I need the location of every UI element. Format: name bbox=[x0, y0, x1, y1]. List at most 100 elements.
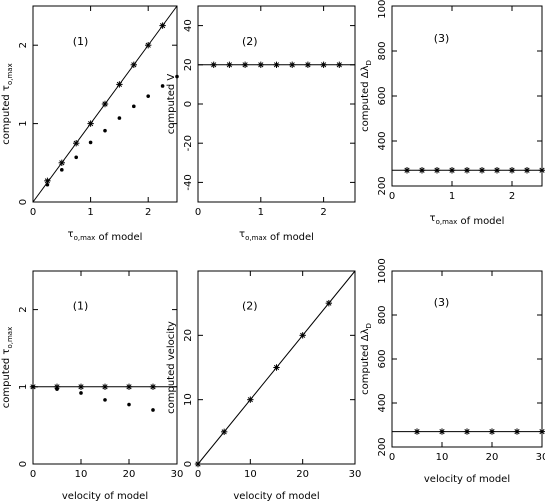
y-tick-label: 2 bbox=[18, 42, 29, 48]
y-tick-label: 20 bbox=[183, 58, 194, 71]
x-tick-label: 0 bbox=[389, 452, 395, 463]
x-tick-label: 30 bbox=[536, 452, 545, 463]
data-point-star bbox=[194, 460, 202, 468]
x-tick-label: 10 bbox=[244, 469, 257, 480]
chart-panel-5: 0 10 20 30 0 10 20 (2) velocity of model computed… bbox=[166, 270, 362, 502]
data-point-star bbox=[257, 61, 264, 68]
y-tick-label: 200 bbox=[377, 176, 388, 195]
x-tick-label: 20 bbox=[296, 469, 309, 480]
data-point-dot bbox=[45, 182, 50, 187]
data-point-star bbox=[336, 61, 343, 68]
y-tick-label: 20 bbox=[183, 329, 194, 342]
x-tick-label: 20 bbox=[123, 469, 136, 480]
data-point-star bbox=[101, 100, 109, 108]
x-tick-label: 20 bbox=[486, 452, 499, 463]
panel-label: (1) bbox=[73, 300, 89, 313]
data-point-star bbox=[220, 428, 228, 436]
x-tick-label: 2 bbox=[145, 207, 151, 218]
data-point-dot bbox=[151, 408, 155, 412]
y-axis-label: computed V bbox=[166, 74, 177, 135]
data-point-star bbox=[130, 61, 137, 68]
y-tick-label: 400 bbox=[377, 393, 388, 412]
y-axis-label: computed τo,max bbox=[1, 63, 14, 144]
data-point-dot bbox=[55, 387, 59, 391]
chart-panel-1: 0 1 2 0 1 2 (1) τo,max of model computed τo,max bbox=[1, 5, 179, 243]
x-axis-label: τo,max of model bbox=[239, 229, 314, 243]
x-tick-label: 30 bbox=[171, 469, 184, 480]
data-point-star bbox=[538, 428, 545, 435]
data-point-star bbox=[101, 383, 109, 390]
data-point-star bbox=[299, 332, 306, 339]
x-axis-label: velocity of model bbox=[424, 474, 510, 485]
plot-frame bbox=[32, 5, 178, 203]
data-point-star bbox=[210, 61, 217, 68]
data-point-star bbox=[523, 167, 531, 174]
data-point-star bbox=[538, 167, 545, 174]
data-point-star bbox=[273, 364, 280, 371]
data-point-dot bbox=[146, 94, 150, 98]
y-tick-label: 1000 bbox=[377, 0, 388, 19]
y-axis-label: computed ΔλD bbox=[360, 60, 373, 132]
y-axis-label: computed τo,max bbox=[1, 327, 14, 408]
data-point-star bbox=[478, 167, 486, 174]
data-point-star bbox=[241, 61, 249, 68]
data-point-star bbox=[149, 383, 157, 390]
panel-label: (3) bbox=[434, 296, 450, 309]
data-point-star bbox=[463, 167, 471, 174]
x-axis-label: τo,max of model bbox=[430, 213, 505, 227]
y-tick-label: 800 bbox=[377, 41, 388, 60]
data-point-star bbox=[289, 61, 296, 68]
x-tick-label: 10 bbox=[75, 469, 88, 480]
x-tick-label: 30 bbox=[349, 469, 362, 480]
y-tick-label: 1 bbox=[18, 120, 29, 126]
x-tick-label: 1 bbox=[449, 191, 455, 202]
data-point-star bbox=[116, 81, 123, 88]
x-tick-label: 10 bbox=[436, 452, 449, 463]
y-tick-label: 10 bbox=[183, 393, 194, 406]
data-point-dot bbox=[79, 391, 83, 395]
y-tick-label: 600 bbox=[377, 349, 388, 368]
y-tick-label: 0 bbox=[18, 461, 29, 467]
x-tick-label: 1 bbox=[87, 207, 93, 218]
panel-label: (2) bbox=[242, 300, 258, 313]
data-point-star bbox=[304, 61, 312, 68]
chart-panel-6: 0 10 20 30 200 400 600 800 1000 (3) velocity of mo… bbox=[360, 258, 545, 485]
data-point-dot bbox=[103, 128, 107, 133]
plot-frame bbox=[391, 270, 543, 448]
y-tick-label: 0 bbox=[183, 461, 194, 467]
data-point-star bbox=[433, 167, 441, 174]
data-point-star bbox=[125, 383, 133, 390]
y-tick-label: 0 bbox=[18, 199, 29, 205]
data-point-star bbox=[58, 159, 65, 166]
data-point-star bbox=[145, 42, 152, 49]
x-tick-label: 0 bbox=[389, 191, 395, 202]
data-point-dot bbox=[160, 84, 165, 88]
x-axis-label: τo,max of model bbox=[68, 229, 143, 243]
data-point-star bbox=[488, 428, 496, 435]
y-axis-label: computed velocity bbox=[166, 321, 177, 414]
y-tick-label: -40 bbox=[183, 174, 194, 190]
x-tick-label: 0 bbox=[195, 207, 201, 218]
y-tick-label: 200 bbox=[377, 437, 388, 456]
data-point-star bbox=[77, 383, 85, 390]
x-tick-label: 0 bbox=[30, 469, 36, 480]
y-tick-label: 1 bbox=[18, 384, 29, 390]
data-point-dot bbox=[132, 104, 136, 109]
y-tick-label: 0 bbox=[183, 101, 194, 107]
chart-panel-2: 0 1 2 -40 -20 0 20 40 (2) τo,max of model computed… bbox=[166, 5, 356, 243]
panel-label: (3) bbox=[434, 32, 450, 45]
y-tick-label: 1000 bbox=[377, 258, 388, 283]
panel-label: (1) bbox=[73, 35, 89, 48]
panel-label: (2) bbox=[242, 35, 258, 48]
data-point-star bbox=[87, 120, 94, 127]
y-tick-label: 600 bbox=[377, 86, 388, 105]
data-point-star bbox=[320, 61, 327, 68]
x-axis-label: velocity of model bbox=[62, 491, 148, 502]
data-point-dot bbox=[74, 155, 78, 160]
x-tick-label: 1 bbox=[258, 207, 264, 218]
y-tick-label: 400 bbox=[377, 131, 388, 150]
data-point-dot bbox=[88, 140, 93, 145]
data-point-star bbox=[508, 167, 516, 174]
x-tick-label: 2 bbox=[320, 207, 326, 218]
